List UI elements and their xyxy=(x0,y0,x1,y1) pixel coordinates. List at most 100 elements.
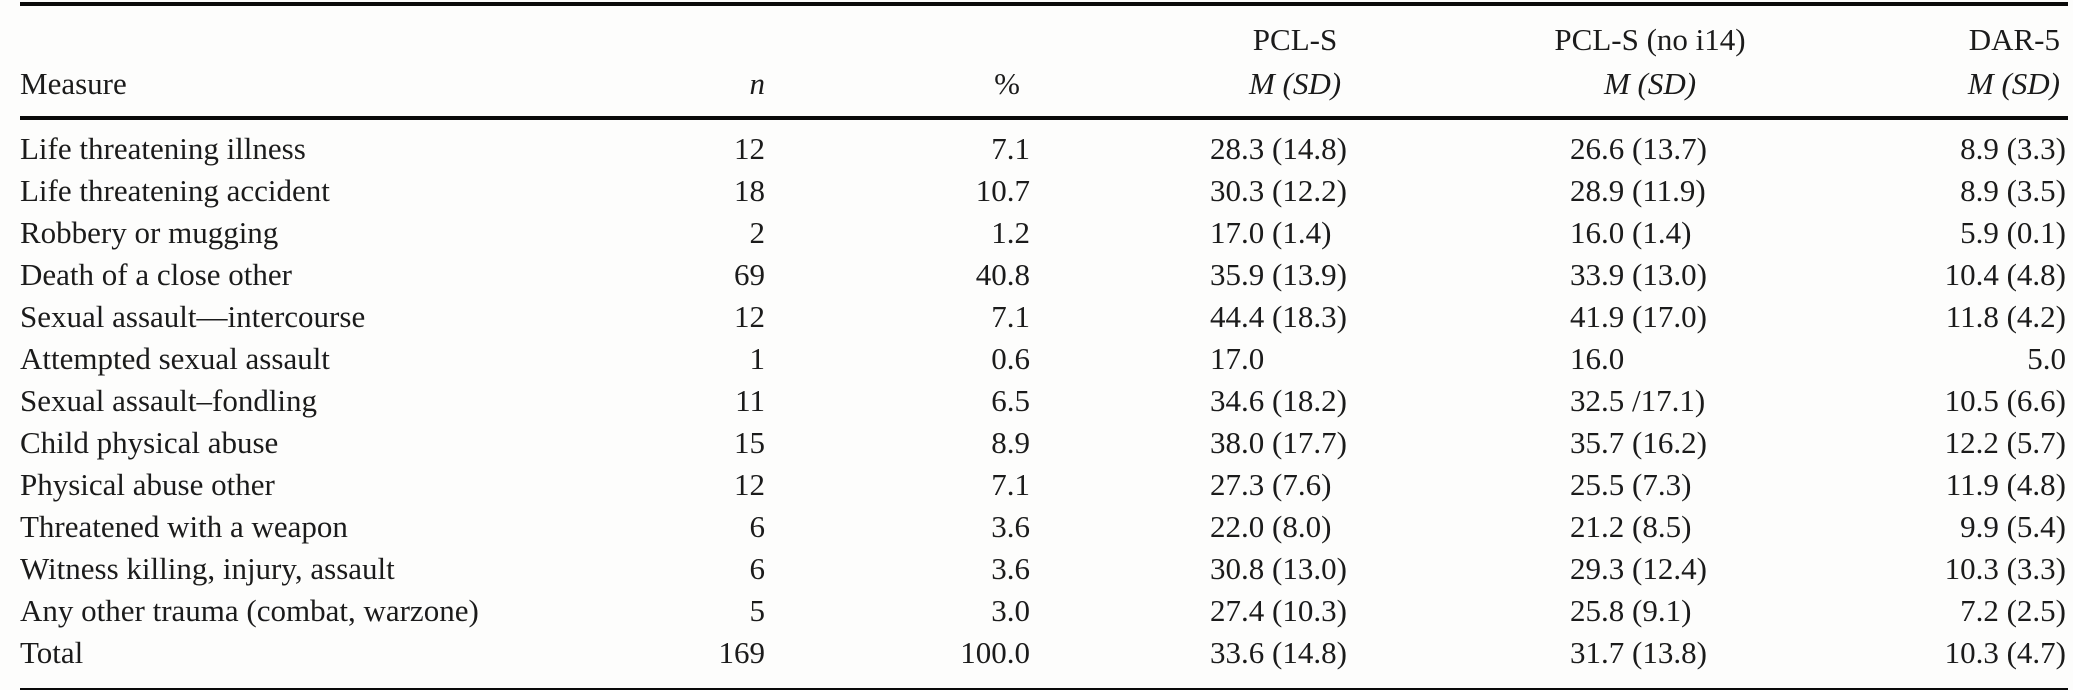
cell-dar5: 5.0 xyxy=(2027,341,2066,376)
cell-pcls-no-i14: 25.5 (7.3) xyxy=(1570,467,1692,502)
cell-pcls: 35.9 (13.9) xyxy=(1210,257,1347,292)
cell-measure: Witness killing, injury, assault xyxy=(20,551,395,586)
cell-pcls-no-i14: 16.0 xyxy=(1570,341,1625,376)
cell-n: 12 xyxy=(734,131,765,166)
table-row: Witness killing, injury, assault 6 3.6 30.8… xyxy=(20,548,2068,590)
column-sublabel: M (SD) xyxy=(1967,66,2060,101)
cell-pct: 3.0 xyxy=(991,593,1030,628)
cell-pcls-no-i14: 21.2 (8.5) xyxy=(1570,509,1692,544)
table-body: Life threatening illness 12 7.1 28.3 (14.8)… xyxy=(20,118,2068,690)
column-header-measure: Measure xyxy=(20,4,610,120)
column-label: Measure xyxy=(20,66,127,101)
cell-n: 6 xyxy=(749,551,766,586)
cell-dar5: 8.9 (3.3) xyxy=(1960,131,2066,166)
cell-measure: Robbery or mugging xyxy=(20,215,279,250)
cell-pcls: 28.3 (14.8) xyxy=(1210,131,1347,166)
cell-dar5: 12.2 (5.7) xyxy=(1944,425,2066,460)
cell-n: 12 xyxy=(734,299,765,334)
cell-measure: Death of a close other xyxy=(20,257,292,292)
cell-pct: 40.8 xyxy=(975,257,1030,292)
table-row: Threatened with a weapon 6 3.6 22.0 (8.0) 21… xyxy=(20,506,2068,548)
cell-pct: 3.6 xyxy=(991,509,1030,544)
cell-measure: Threatened with a weapon xyxy=(20,509,348,544)
column-header-dar5: DAR-5 M (SD) xyxy=(1800,4,2068,120)
column-header-pcls: PCL-S M (SD) xyxy=(1030,4,1500,120)
cell-pct: 1.2 xyxy=(991,215,1030,250)
table-row: Child physical abuse 15 8.9 38.0 (17.7) 35.7… xyxy=(20,422,2068,464)
cell-pcls: 30.3 (12.2) xyxy=(1210,173,1347,208)
table-row: Physical abuse other 12 7.1 27.3 (7.6) 25.5 … xyxy=(20,464,2068,506)
cell-dar5: 7.2 (2.5) xyxy=(1960,593,2066,628)
cell-pcls-no-i14: 25.8 (9.1) xyxy=(1570,593,1692,628)
cell-n: 1 xyxy=(749,341,766,376)
column-header-pct: % xyxy=(765,4,1030,120)
cell-measure: Child physical abuse xyxy=(20,425,279,460)
cell-measure: Attempted sexual assault xyxy=(20,341,330,376)
table-row: Total 169 100.0 33.6 (14.8) 31.7 (13.8) 10.3 … xyxy=(20,632,2068,690)
cell-pct: 6.5 xyxy=(991,383,1030,418)
cell-pcls: 17.0 xyxy=(1210,341,1265,376)
cell-dar5: 5.9 (0.1) xyxy=(1960,215,2066,250)
cell-dar5: 10.3 (3.3) xyxy=(1944,551,2066,586)
cell-n: 15 xyxy=(734,425,765,460)
table-header-row: Measure n% PCL-S M (SD) PCL-S (no i14) M (SD)… xyxy=(20,4,2068,120)
table-row: Sexual assault—intercourse 12 7.1 44.4 (18.… xyxy=(20,296,2068,338)
cell-n: 12 xyxy=(734,467,765,502)
table-row: Sexual assault–fondling 11 6.5 34.6 (18.2) 3… xyxy=(20,380,2068,422)
cell-pcls: 44.4 (18.3) xyxy=(1210,299,1347,334)
cell-n: 69 xyxy=(734,257,765,292)
column-label: PCL-S (no i14) xyxy=(1554,22,1746,57)
cell-pct: 10.7 xyxy=(975,173,1030,208)
cell-pct: 100.0 xyxy=(960,635,1030,670)
cell-measure: Any other trauma (combat, warzone) xyxy=(20,593,479,628)
cell-pct: 8.9 xyxy=(991,425,1030,460)
cell-pct: 7.1 xyxy=(991,131,1030,166)
cell-pct: 7.1 xyxy=(991,299,1030,334)
cell-measure: Life threatening illness xyxy=(20,131,306,166)
cell-n: 2 xyxy=(749,215,766,250)
cell-pcls-no-i14: 29.3 (12.4) xyxy=(1570,551,1707,586)
cell-measure: Sexual assault—intercourse xyxy=(20,299,366,334)
table-row: Life threatening accident 18 10.7 30.3 (12.… xyxy=(20,170,2068,212)
cell-measure: Total xyxy=(20,635,84,670)
cell-measure: Physical abuse other xyxy=(20,467,275,502)
column-sublabel: M (SD) xyxy=(1603,66,1697,101)
cell-pcls: 30.8 (13.0) xyxy=(1210,551,1347,586)
cell-pcls: 33.6 (14.8) xyxy=(1210,635,1347,670)
cell-pcls-no-i14: 28.9 (11.9) xyxy=(1570,173,1706,208)
cell-pcls: 34.6 (18.2) xyxy=(1210,383,1347,418)
cell-n: 169 xyxy=(718,635,766,670)
cell-pcls-no-i14: 33.9 (13.0) xyxy=(1570,257,1707,292)
cell-pct: 7.1 xyxy=(991,467,1030,502)
cell-dar5: 8.9 (3.5) xyxy=(1960,173,2066,208)
cell-pcls: 38.0 (17.7) xyxy=(1210,425,1347,460)
column-sublabel: M (SD) xyxy=(1248,66,1342,101)
cell-pct: 0.6 xyxy=(991,341,1030,376)
cell-dar5: 10.5 (6.6) xyxy=(1944,383,2066,418)
cell-n: 5 xyxy=(749,593,766,628)
cell-n: 6 xyxy=(749,509,766,544)
table-row: Attempted sexual assault 1 0.6 17.0 16.0 5.0 xyxy=(20,338,2068,380)
table-header: Measure n% PCL-S M (SD) PCL-S (no i14) M (SD)… xyxy=(20,4,2068,120)
cell-n: 18 xyxy=(734,173,765,208)
cell-pcls-no-i14: 16.0 (1.4) xyxy=(1570,215,1692,250)
table-row: Any other trauma (combat, warzone) 5 3.0 27… xyxy=(20,590,2068,632)
table-row: Robbery or mugging 2 1.2 17.0 (1.4) 16.0 (1.… xyxy=(20,212,2068,254)
cell-pcls-no-i14: 32.5 /17.1) xyxy=(1570,383,1706,418)
cell-pcls: 27.3 (7.6) xyxy=(1210,467,1332,502)
cell-pcls-no-i14: 41.9 (17.0) xyxy=(1570,299,1707,334)
cell-pcls-no-i14: 26.6 (13.7) xyxy=(1570,131,1707,166)
cell-measure: Life threatening accident xyxy=(20,173,330,208)
table-row: Life threatening illness 12 7.1 28.3 (14.8)… xyxy=(20,118,2068,170)
trauma-measures-table: Measure n% PCL-S M (SD) PCL-S (no i14) M (SD)… xyxy=(20,2,2068,690)
cell-dar5: 9.9 (5.4) xyxy=(1960,509,2066,544)
column-label: DAR-5 xyxy=(1968,22,2060,57)
cell-pcls-no-i14: 31.7 (13.8) xyxy=(1570,635,1707,670)
column-label: PCL-S xyxy=(1252,22,1338,57)
cell-dar5: 10.3 (4.7) xyxy=(1944,635,2066,670)
column-label: n xyxy=(749,66,766,101)
cell-dar5: 11.9 (4.8) xyxy=(1945,467,2066,502)
cell-pcls: 27.4 (10.3) xyxy=(1210,593,1347,628)
cell-pct: 3.6 xyxy=(991,551,1030,586)
